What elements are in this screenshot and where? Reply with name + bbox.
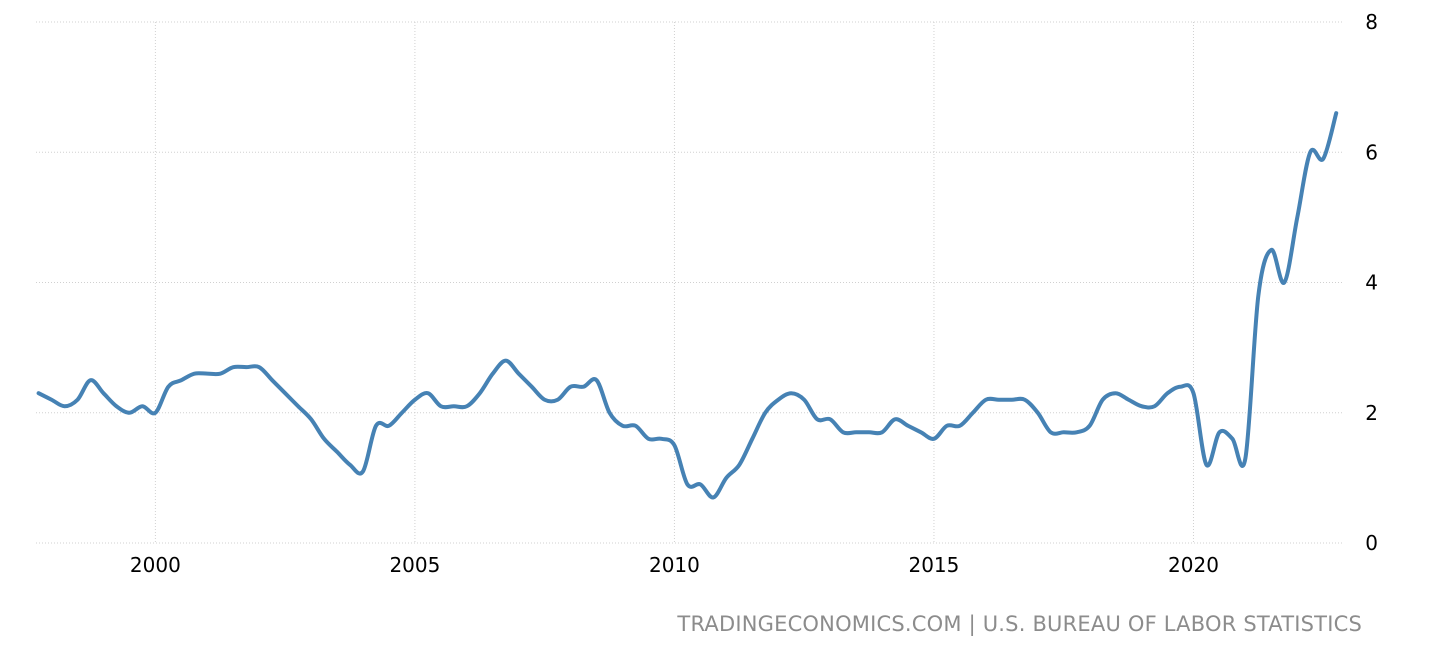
- y-tick-label: 4: [1365, 271, 1378, 295]
- series-layer: [36, 111, 1339, 500]
- y-tick-label: 8: [1365, 10, 1378, 34]
- x-tick-label: 2010: [649, 553, 700, 577]
- y-tick-label: 0: [1365, 531, 1378, 555]
- y-axis: 0 2 4 6 8: [1365, 10, 1378, 555]
- x-tick-label: 2020: [1168, 553, 1219, 577]
- x-tick-label: 2015: [908, 553, 959, 577]
- x-axis: 2000 2005 2010 2015 2020: [130, 553, 1219, 577]
- x-tick-label: 2000: [130, 553, 181, 577]
- y-tick-label: 6: [1365, 140, 1378, 164]
- series-line: [36, 111, 1339, 500]
- x-tick-label: 2005: [389, 553, 440, 577]
- grid: [36, 21, 1344, 544]
- source-credit: TRADINGECONOMICS.COM | U.S. BUREAU OF LA…: [677, 612, 1362, 636]
- y-tick-label: 2: [1365, 401, 1378, 425]
